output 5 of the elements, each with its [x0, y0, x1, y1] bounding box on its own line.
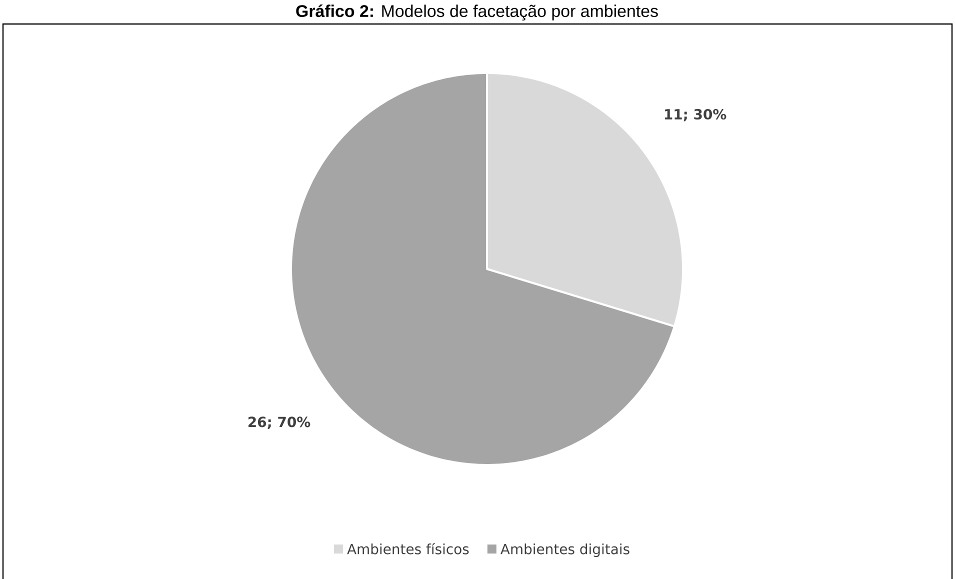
data-label: 26; 70% — [248, 416, 310, 429]
legend-label: Ambientes físicos — [347, 542, 469, 554]
chart-title: Gráfico 2: Modelos de facetação por ambientes — [296, 4, 658, 21]
legend-label: Ambientes digitais — [500, 544, 630, 558]
data-label: 11; 30% — [664, 108, 726, 122]
